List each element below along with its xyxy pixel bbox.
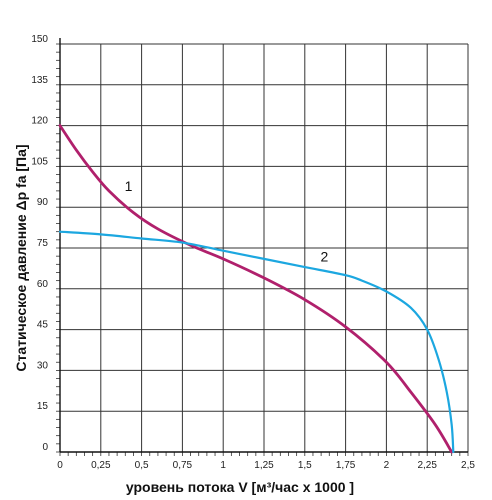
y-tick-label: 75 xyxy=(37,238,49,249)
labels: 0 0,25 0,5 0,75 1 1,25 1,5 1,75 2 2,25 2,5 0 15 30 45 6… xyxy=(31,34,475,471)
y-tick-label: 60 xyxy=(37,279,49,290)
series-2-line xyxy=(58,230,455,454)
y-tick-label: 45 xyxy=(37,320,49,331)
x-tick-label: 2 xyxy=(384,460,390,471)
y-tick-label: 0 xyxy=(42,442,48,453)
series-lines xyxy=(58,124,455,454)
x-tick-label: 1,5 xyxy=(298,460,312,471)
series-1-line xyxy=(58,124,454,454)
y-tick-label: 30 xyxy=(37,360,49,371)
series-1-label: 1 xyxy=(125,178,133,194)
x-tick-label: 1 xyxy=(220,460,226,471)
x-tick-label: 2,5 xyxy=(461,460,475,471)
x-tick-label: 1,75 xyxy=(336,460,356,471)
y-tick-label: 105 xyxy=(31,156,48,167)
axes xyxy=(56,38,469,456)
y-tick-label: 150 xyxy=(31,34,48,45)
y-tick-label: 120 xyxy=(31,116,48,127)
y-tick-label: 135 xyxy=(31,75,48,86)
x-tick-label: 1,25 xyxy=(254,460,274,471)
y-axis-title: Статическое давление Δp fa [Па] xyxy=(13,144,29,371)
x-tick-label: 0 xyxy=(57,460,63,471)
x-tick-label: 2,25 xyxy=(417,460,437,471)
y-tick-label: 15 xyxy=(37,401,49,412)
x-tick-label: 0,5 xyxy=(135,460,149,471)
grid xyxy=(59,43,469,453)
x-tick-label: 0,75 xyxy=(173,460,193,471)
x-tick-label: 0,25 xyxy=(91,460,111,471)
series-2-label: 2 xyxy=(320,249,328,265)
y-tick-label: 90 xyxy=(37,197,49,208)
x-axis-title: уровень потока V [м³/час x 1000 ] xyxy=(126,479,354,495)
